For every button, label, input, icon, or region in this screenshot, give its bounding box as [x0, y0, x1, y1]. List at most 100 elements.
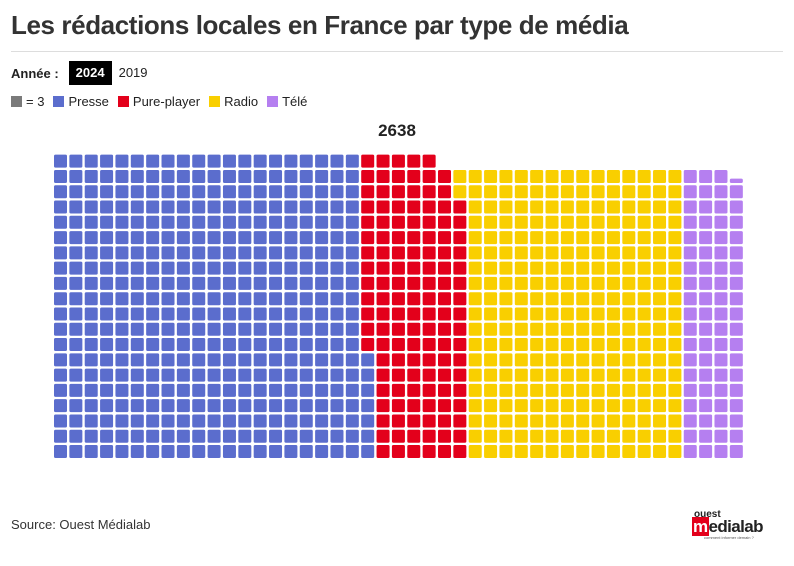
waffle-square-presse — [115, 231, 129, 245]
waffle-square-presse — [207, 169, 221, 183]
waffle-square-radio — [606, 276, 620, 290]
waffle-square-presse — [69, 399, 83, 413]
waffle-square-radio — [668, 353, 682, 367]
waffle-square-radio — [468, 185, 482, 199]
waffle-square-radio — [653, 292, 667, 306]
waffle-square-radio — [530, 185, 544, 199]
waffle-square-pure-player — [453, 445, 467, 458]
waffle-square-pure-player — [438, 231, 451, 245]
waffle-square-presse — [361, 429, 375, 443]
waffle-square-presse — [100, 368, 114, 382]
waffle-square-radio — [668, 276, 682, 290]
waffle-square-presse — [130, 246, 144, 260]
waffle-square-radio — [637, 200, 651, 214]
legend-item-pure-player[interactable]: Pure-player — [117, 94, 200, 109]
waffle-square-radio — [606, 200, 620, 214]
waffle-square-presse — [299, 292, 313, 306]
waffle-square-presse — [69, 261, 83, 275]
waffle-square-tele — [729, 231, 743, 245]
waffle-square-radio — [668, 200, 682, 214]
waffle-square-radio — [576, 231, 590, 245]
legend-swatch-presse — [53, 96, 65, 107]
waffle-square-presse — [207, 353, 221, 367]
waffle-square-pure-player — [361, 231, 375, 245]
waffle-square-pure-player — [422, 154, 436, 168]
legend-item-tele[interactable]: Télé — [267, 94, 307, 109]
waffle-square-radio — [484, 276, 498, 290]
waffle-square-radio — [653, 276, 667, 290]
waffle-square-presse — [161, 215, 175, 229]
waffle-square-presse — [54, 429, 67, 443]
waffle-square-presse — [130, 215, 144, 229]
waffle-square-radio — [668, 246, 682, 260]
legend-item-presse[interactable]: Presse — [53, 94, 109, 109]
waffle-square-pure-player — [422, 307, 436, 321]
waffle-square-presse — [299, 200, 313, 214]
waffle-square-radio — [545, 353, 559, 367]
waffle-square-presse — [115, 276, 129, 290]
waffle-square-pure-player — [407, 338, 421, 352]
waffle-square-presse — [345, 200, 359, 214]
waffle-square-radio — [606, 215, 620, 229]
waffle-square-radio — [560, 185, 574, 199]
waffle-square-presse — [130, 231, 144, 245]
waffle-square-pure-player — [376, 322, 390, 336]
waffle-square-radio — [484, 368, 498, 382]
waffle-square-pure-player — [453, 246, 467, 260]
waffle-square-radio — [499, 215, 513, 229]
waffle-square-presse — [176, 261, 190, 275]
waffle-square-presse — [84, 429, 98, 443]
waffle-square-pure-player — [361, 292, 375, 306]
waffle-square-presse — [176, 368, 190, 382]
waffle-square-pure-player — [422, 292, 436, 306]
waffle-square-pure-player — [391, 322, 405, 336]
waffle-square-pure-player — [453, 383, 467, 397]
waffle-square-presse — [69, 383, 83, 397]
waffle-square-pure-player — [453, 368, 467, 382]
waffle-square-tele — [683, 399, 697, 413]
waffle-square-tele — [729, 307, 743, 321]
waffle-square-tele — [714, 231, 728, 245]
year-button-2019[interactable]: 2019 — [118, 65, 148, 80]
waffle-square-presse — [84, 322, 98, 336]
waffle-square-radio — [637, 169, 651, 183]
waffle-square-presse — [222, 368, 236, 382]
waffle-square-radio — [576, 200, 590, 214]
waffle-square-presse — [299, 261, 313, 275]
waffle-square-radio — [591, 276, 605, 290]
waffle-square-tele — [729, 246, 743, 260]
waffle-square-radio — [653, 261, 667, 275]
waffle-square-presse — [100, 292, 114, 306]
waffle-square-presse — [299, 185, 313, 199]
waffle-square-presse — [176, 307, 190, 321]
year-selector-label: Année : — [11, 65, 59, 81]
waffle-square-presse — [361, 414, 375, 428]
waffle-square-tele — [729, 178, 743, 183]
waffle-square-radio — [653, 383, 667, 397]
waffle-square-radio — [637, 215, 651, 229]
waffle-square-presse — [146, 261, 160, 275]
waffle-square-presse — [315, 322, 329, 336]
waffle-square-radio — [499, 185, 513, 199]
chart-title: Les rédactions locales en France par typ… — [11, 10, 629, 40]
waffle-square-presse — [130, 414, 144, 428]
waffle-square-radio — [468, 383, 482, 397]
year-button-2024[interactable]: 2024 — [68, 61, 112, 85]
waffle-square-presse — [192, 292, 206, 306]
waffle-square-presse — [115, 292, 129, 306]
waffle-square-presse — [299, 429, 313, 443]
waffle-square-presse — [238, 185, 252, 199]
waffle-square-presse — [284, 292, 298, 306]
waffle-square-presse — [299, 399, 313, 413]
waffle-square-pure-player — [361, 154, 375, 168]
legend-item-radio[interactable]: Radio — [209, 94, 258, 109]
waffle-square-tele — [729, 368, 743, 382]
waffle-square-presse — [284, 200, 298, 214]
waffle-square-presse — [130, 338, 144, 352]
waffle-square-presse — [222, 383, 236, 397]
waffle-square-radio — [622, 246, 636, 260]
waffle-square-tele — [714, 338, 728, 352]
waffle-square-presse — [54, 261, 67, 275]
waffle-square-presse — [299, 414, 313, 428]
waffle-square-pure-player — [453, 307, 467, 321]
